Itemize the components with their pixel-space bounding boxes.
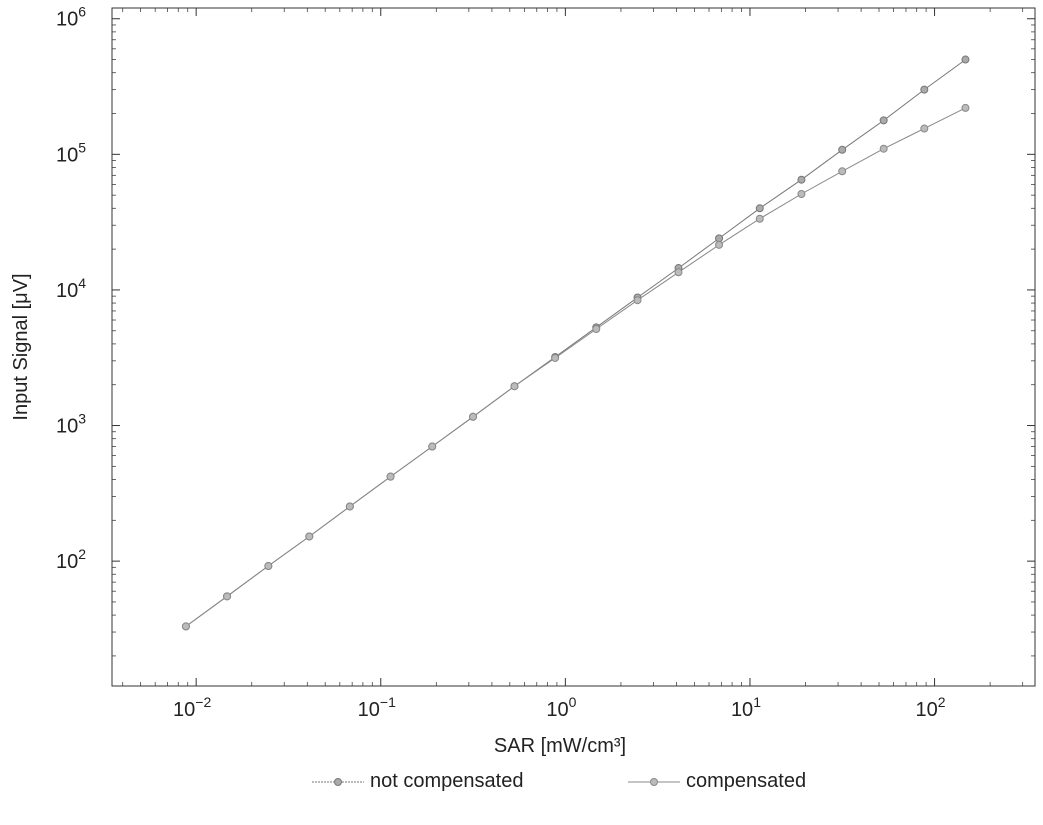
y-tick-label: 105 [56,139,86,166]
data-point-compensated [181,622,190,631]
data-point-compensated [838,167,847,176]
data-point-compensated [633,296,642,305]
data-point-compensated [469,412,478,421]
legend-item-not-compensated: not compensated [312,770,523,793]
data-point-compensated [715,240,724,249]
x-tick-label: 10−1 [358,694,396,721]
data-point-compensated [592,325,601,334]
legend-label-not-compensated: not compensated [370,770,524,792]
data-point-compensated [345,502,354,511]
x-tick-labels: 10−2 10−1 100 101 102 [173,694,946,721]
minor-ticks [112,8,1035,686]
data-point-not-compensated [755,204,764,213]
data-point-not-compensated [715,234,724,243]
legend-swatch-not-compensated [312,777,364,786]
y-axis-label: Input Signal [μV] [10,273,32,420]
data-point-compensated [510,382,519,391]
chart: 10−2 10−1 100 101 102 102 103 104 105 106 SAR [m… [10,4,1036,757]
data-point-not-compensated [838,145,847,154]
y-tick-label: 106 [56,4,86,31]
series-line-compensated [185,107,966,627]
data-point-compensated [386,472,395,481]
y-tick-label: 102 [56,546,86,573]
x-tick-label: 102 [916,694,946,721]
data-point-not-compensated [920,85,929,94]
data-point-compensated [879,144,888,153]
series-layer [181,55,970,631]
data-point-compensated [264,562,273,571]
data-point-compensated [223,592,232,601]
major-ticks [112,8,1035,686]
data-point-compensated [797,189,806,198]
data-point-compensated [305,532,314,541]
data-point-compensated [428,442,437,451]
y-tick-label: 103 [56,411,86,438]
data-point-compensated [551,353,560,362]
plot-frame [111,7,1036,687]
data-point-compensated [961,103,970,112]
x-tick-label: 101 [731,694,761,721]
data-point-compensated [755,214,764,223]
data-point-not-compensated [961,55,970,64]
legend: not compensated compensated [0,770,1043,800]
data-point-compensated [674,268,683,277]
x-tick-label: 10−2 [173,694,211,721]
y-tick-labels: 102 103 104 105 106 [56,4,86,573]
x-tick-label: 100 [546,694,576,721]
legend-item-compensated: compensated [628,770,806,793]
x-axis-label: SAR [mW/cm³] [494,735,626,757]
data-point-not-compensated [879,116,888,125]
legend-swatch-compensated [628,777,680,786]
legend-label-compensated: compensated [686,770,807,792]
data-point-compensated [920,124,929,133]
y-tick-label: 104 [56,275,86,302]
data-point-not-compensated [797,175,806,184]
